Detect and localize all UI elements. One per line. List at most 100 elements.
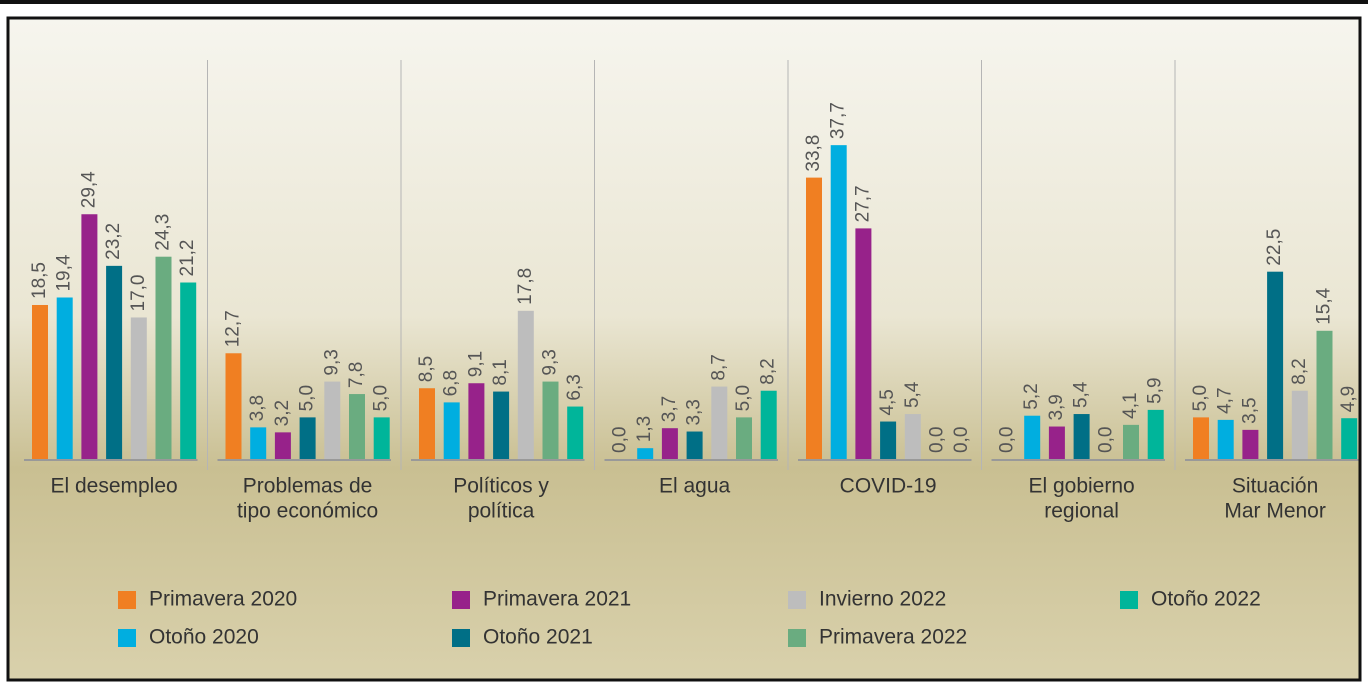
- value-label: 0,0: [610, 427, 631, 453]
- legend-swatch: [1120, 591, 1138, 609]
- value-label: 8,7: [708, 354, 729, 380]
- bar: [687, 432, 703, 459]
- bar: [419, 388, 435, 459]
- value-label: 1,3: [634, 416, 655, 442]
- value-label: 5,0: [1190, 385, 1211, 411]
- value-label: 9,1: [465, 351, 486, 377]
- value-label: 33,8: [803, 135, 824, 172]
- category-label: El gobierno: [1028, 475, 1134, 498]
- legend-swatch: [118, 591, 136, 609]
- legend-label: Otoño 2021: [483, 626, 593, 649]
- value-label: 29,4: [78, 171, 99, 208]
- bar: [1341, 418, 1357, 459]
- value-label: 5,2: [1021, 383, 1042, 409]
- value-label: 4,9: [1338, 386, 1359, 412]
- value-label: 4,1: [1120, 392, 1141, 418]
- category-label: Mar Menor: [1224, 500, 1326, 523]
- value-label: 3,9: [1046, 394, 1067, 420]
- bar: [1123, 425, 1139, 459]
- bar: [880, 422, 896, 459]
- bar: [637, 448, 653, 459]
- value-label: 5,0: [371, 385, 392, 411]
- bar: [180, 283, 196, 459]
- value-label: 5,0: [297, 385, 318, 411]
- legend-swatch: [788, 629, 806, 647]
- value-label: 8,1: [490, 359, 511, 385]
- legend-label: Invierno 2022: [819, 588, 946, 611]
- value-label: 9,3: [321, 349, 342, 375]
- value-label: 8,5: [416, 356, 437, 382]
- value-label: 19,4: [54, 254, 75, 291]
- value-label: 15,4: [1314, 287, 1335, 324]
- bar: [57, 297, 73, 459]
- bar: [761, 391, 777, 459]
- frame: [8, 18, 1360, 680]
- value-label: 5,4: [902, 381, 923, 408]
- value-label: 0,0: [927, 427, 948, 453]
- bar: [32, 305, 48, 459]
- bar: [493, 392, 509, 459]
- category-label: COVID-19: [840, 475, 937, 498]
- top-rule: [0, 0, 1368, 4]
- bar: [1267, 272, 1283, 459]
- value-label: 7,8: [346, 362, 367, 388]
- value-label: 3,8: [247, 395, 268, 421]
- legend-swatch: [118, 629, 136, 647]
- bar: [711, 387, 727, 459]
- bar: [349, 394, 365, 459]
- bar: [518, 311, 534, 459]
- value-label: 6,3: [564, 374, 585, 400]
- bar: [81, 214, 97, 459]
- value-label: 5,0: [733, 385, 754, 411]
- value-label: 0,0: [1095, 427, 1116, 453]
- bar: [662, 428, 678, 459]
- value-label: 8,2: [1289, 358, 1310, 384]
- bar: [1242, 430, 1258, 459]
- legend-label: Primavera 2022: [819, 626, 967, 649]
- bar: [736, 417, 752, 459]
- category-label: Situación: [1232, 475, 1318, 498]
- value-label: 3,7: [659, 396, 680, 422]
- bar: [468, 383, 484, 459]
- value-label: 17,0: [128, 274, 149, 311]
- category-label: Problemas de: [243, 475, 373, 498]
- value-label: 3,3: [684, 399, 705, 425]
- bar: [226, 353, 242, 459]
- bar: [250, 427, 266, 459]
- value-label: 27,7: [852, 185, 873, 222]
- legend-label: Otoño 2020: [149, 626, 259, 649]
- value-label: 3,2: [272, 400, 293, 426]
- category-label: regional: [1044, 500, 1119, 523]
- bar: [855, 228, 871, 459]
- category-label: El agua: [659, 475, 731, 498]
- category-label: política: [468, 500, 535, 523]
- value-label: 12,7: [223, 310, 244, 347]
- category-label: El desempleo: [50, 475, 177, 498]
- bar: [1292, 391, 1308, 459]
- legend-swatch: [788, 591, 806, 609]
- bar: [831, 145, 847, 459]
- value-label: 37,7: [828, 102, 849, 139]
- value-label: 8,2: [758, 358, 779, 384]
- bar: [543, 382, 559, 459]
- bar: [275, 432, 291, 459]
- value-label: 17,8: [515, 268, 536, 305]
- bar: [324, 382, 340, 459]
- legend-label: Primavera 2020: [149, 588, 297, 611]
- bar: [300, 417, 316, 459]
- bar: [1193, 417, 1209, 459]
- chart: El desempleo18,519,429,423,217,024,321,2…: [0, 0, 1368, 685]
- legend-label: Primavera 2021: [483, 588, 631, 611]
- value-label: 5,9: [1145, 377, 1166, 403]
- bar: [156, 257, 172, 459]
- value-label: 6,8: [441, 370, 462, 396]
- bar: [905, 414, 921, 459]
- category-label: Políticos y: [453, 475, 549, 498]
- value-label: 24,3: [153, 214, 174, 251]
- value-label: 0,0: [951, 427, 972, 453]
- bar: [374, 417, 390, 459]
- bar: [567, 407, 583, 459]
- value-label: 9,3: [540, 349, 561, 375]
- bar: [1218, 420, 1234, 459]
- value-label: 22,5: [1264, 229, 1285, 266]
